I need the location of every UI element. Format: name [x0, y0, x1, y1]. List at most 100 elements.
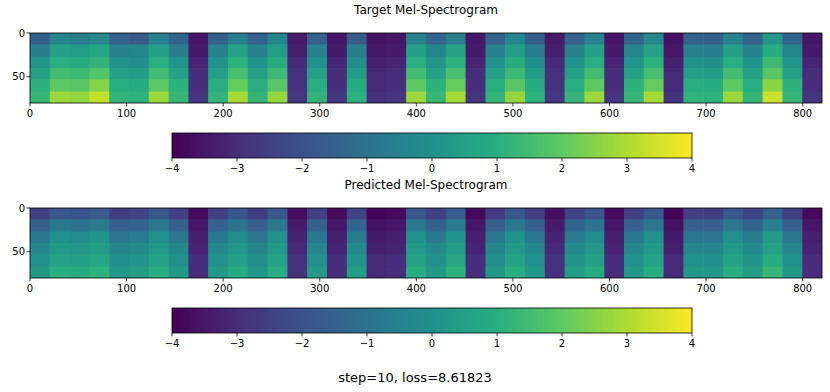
heatmap-cells: [30, 33, 822, 103]
panel: Target Mel-Spectrogram010020030040050060…: [12, 3, 822, 174]
heatmap-cell: [743, 254, 763, 267]
colorbar: [172, 133, 692, 158]
heatmap-cell: [644, 79, 664, 92]
heatmap-cell: [129, 243, 149, 255]
heatmap-cell: [89, 232, 109, 244]
x-tick-label: 0: [27, 283, 33, 294]
heatmap-cell: [584, 254, 604, 267]
x-tick: [416, 278, 417, 282]
heatmap-cell: [89, 44, 109, 57]
heatmap-cell: [446, 208, 466, 220]
heatmap-cell: [406, 232, 426, 244]
heatmap-cell: [624, 68, 644, 80]
heatmap-cell: [129, 44, 149, 57]
heatmap-cell: [743, 33, 763, 45]
heatmap-cell: [525, 92, 545, 103]
heatmap-cell: [70, 208, 90, 220]
heatmap-cell: [169, 208, 189, 220]
heatmap-cell: [188, 219, 208, 232]
heatmap-cell: [703, 208, 723, 220]
y-tick-label: 0: [19, 203, 25, 214]
heatmap-cell: [505, 208, 525, 220]
heatmap-cell: [664, 243, 684, 255]
heatmap-cell: [406, 243, 426, 255]
heatmap-cell: [208, 208, 228, 220]
heatmap-cell: [426, 92, 446, 103]
heatmap-cell: [188, 208, 208, 220]
heatmap-cell: [664, 44, 684, 57]
heatmap-cell: [584, 243, 604, 255]
heatmap-cell: [703, 267, 723, 278]
heatmap-cells: [30, 208, 822, 278]
heatmap-cell: [485, 33, 505, 45]
x-tick: [319, 278, 320, 282]
colorbar-tick: [562, 158, 563, 162]
heatmap-cell: [248, 68, 268, 80]
heatmap-cell: [624, 267, 644, 278]
colorbar-tick: [562, 333, 563, 337]
heatmap-cell: [327, 79, 347, 92]
heatmap-cell: [446, 92, 466, 103]
heatmap-cell: [228, 92, 248, 103]
colorbar-tick: [497, 158, 498, 162]
heatmap-cell: [525, 232, 545, 244]
x-tick-label: 200: [214, 108, 233, 119]
heatmap-cell: [50, 232, 70, 244]
heatmap-cell: [664, 57, 684, 69]
heatmap-cell: [347, 68, 367, 80]
heatmap-cell: [169, 44, 189, 57]
heatmap-cell: [327, 68, 347, 80]
colorbar-tick: [692, 158, 693, 162]
heatmap-cell: [149, 44, 169, 57]
heatmap-cell: [70, 57, 90, 69]
heatmap-cell: [89, 267, 109, 278]
heatmap-cell: [466, 44, 486, 57]
heatmap-cell: [782, 243, 802, 255]
colorbar-tick: [627, 333, 628, 337]
colorbar-tick-label: 3: [624, 338, 630, 349]
heatmap-cell: [327, 267, 347, 278]
heatmap-cell: [89, 79, 109, 92]
heatmap-cell: [604, 243, 624, 255]
heatmap-cell: [644, 208, 664, 220]
heatmap-cell: [406, 44, 426, 57]
heatmap-cell: [307, 57, 327, 69]
heatmap-cell: [565, 243, 585, 255]
heatmap-cell: [307, 267, 327, 278]
heatmap-cell: [248, 254, 268, 267]
heatmap-cell: [644, 92, 664, 103]
heatmap-cell: [446, 219, 466, 232]
heatmap-cell: [208, 232, 228, 244]
heatmap-cell: [446, 57, 466, 69]
heatmap-cell: [367, 79, 387, 92]
heatmap-cell: [129, 267, 149, 278]
heatmap-cell: [683, 57, 703, 69]
heatmap-cell: [426, 232, 446, 244]
heatmap-cell: [683, 79, 703, 92]
y-tick: [27, 251, 31, 252]
heatmap-cell: [248, 267, 268, 278]
colorbar-tick-label: 0: [429, 338, 435, 349]
heatmap-cell: [347, 267, 367, 278]
heatmap-cell: [446, 254, 466, 267]
heatmap-cell: [367, 33, 387, 45]
heatmap-cell: [505, 219, 525, 232]
heatmap-cell: [723, 92, 743, 103]
heatmap-cell: [208, 243, 228, 255]
heatmap-cell: [545, 232, 565, 244]
heatmap-cell: [664, 68, 684, 80]
heatmap-cell: [367, 254, 387, 267]
heatmap-cell: [485, 208, 505, 220]
colorbar-tick: [237, 158, 238, 162]
heatmap-cell: [70, 44, 90, 57]
heatmap-cell: [208, 33, 228, 45]
colorbar-tick-label: 0: [429, 163, 435, 174]
heatmap-cell: [406, 68, 426, 80]
heatmap-cell: [367, 68, 387, 80]
colorbar-tick-label: −4: [165, 338, 180, 349]
heatmap-cell: [248, 208, 268, 220]
heatmap-cell: [347, 254, 367, 267]
heatmap-cell: [109, 232, 129, 244]
heatmap-cell: [624, 208, 644, 220]
heatmap-cell: [70, 79, 90, 92]
